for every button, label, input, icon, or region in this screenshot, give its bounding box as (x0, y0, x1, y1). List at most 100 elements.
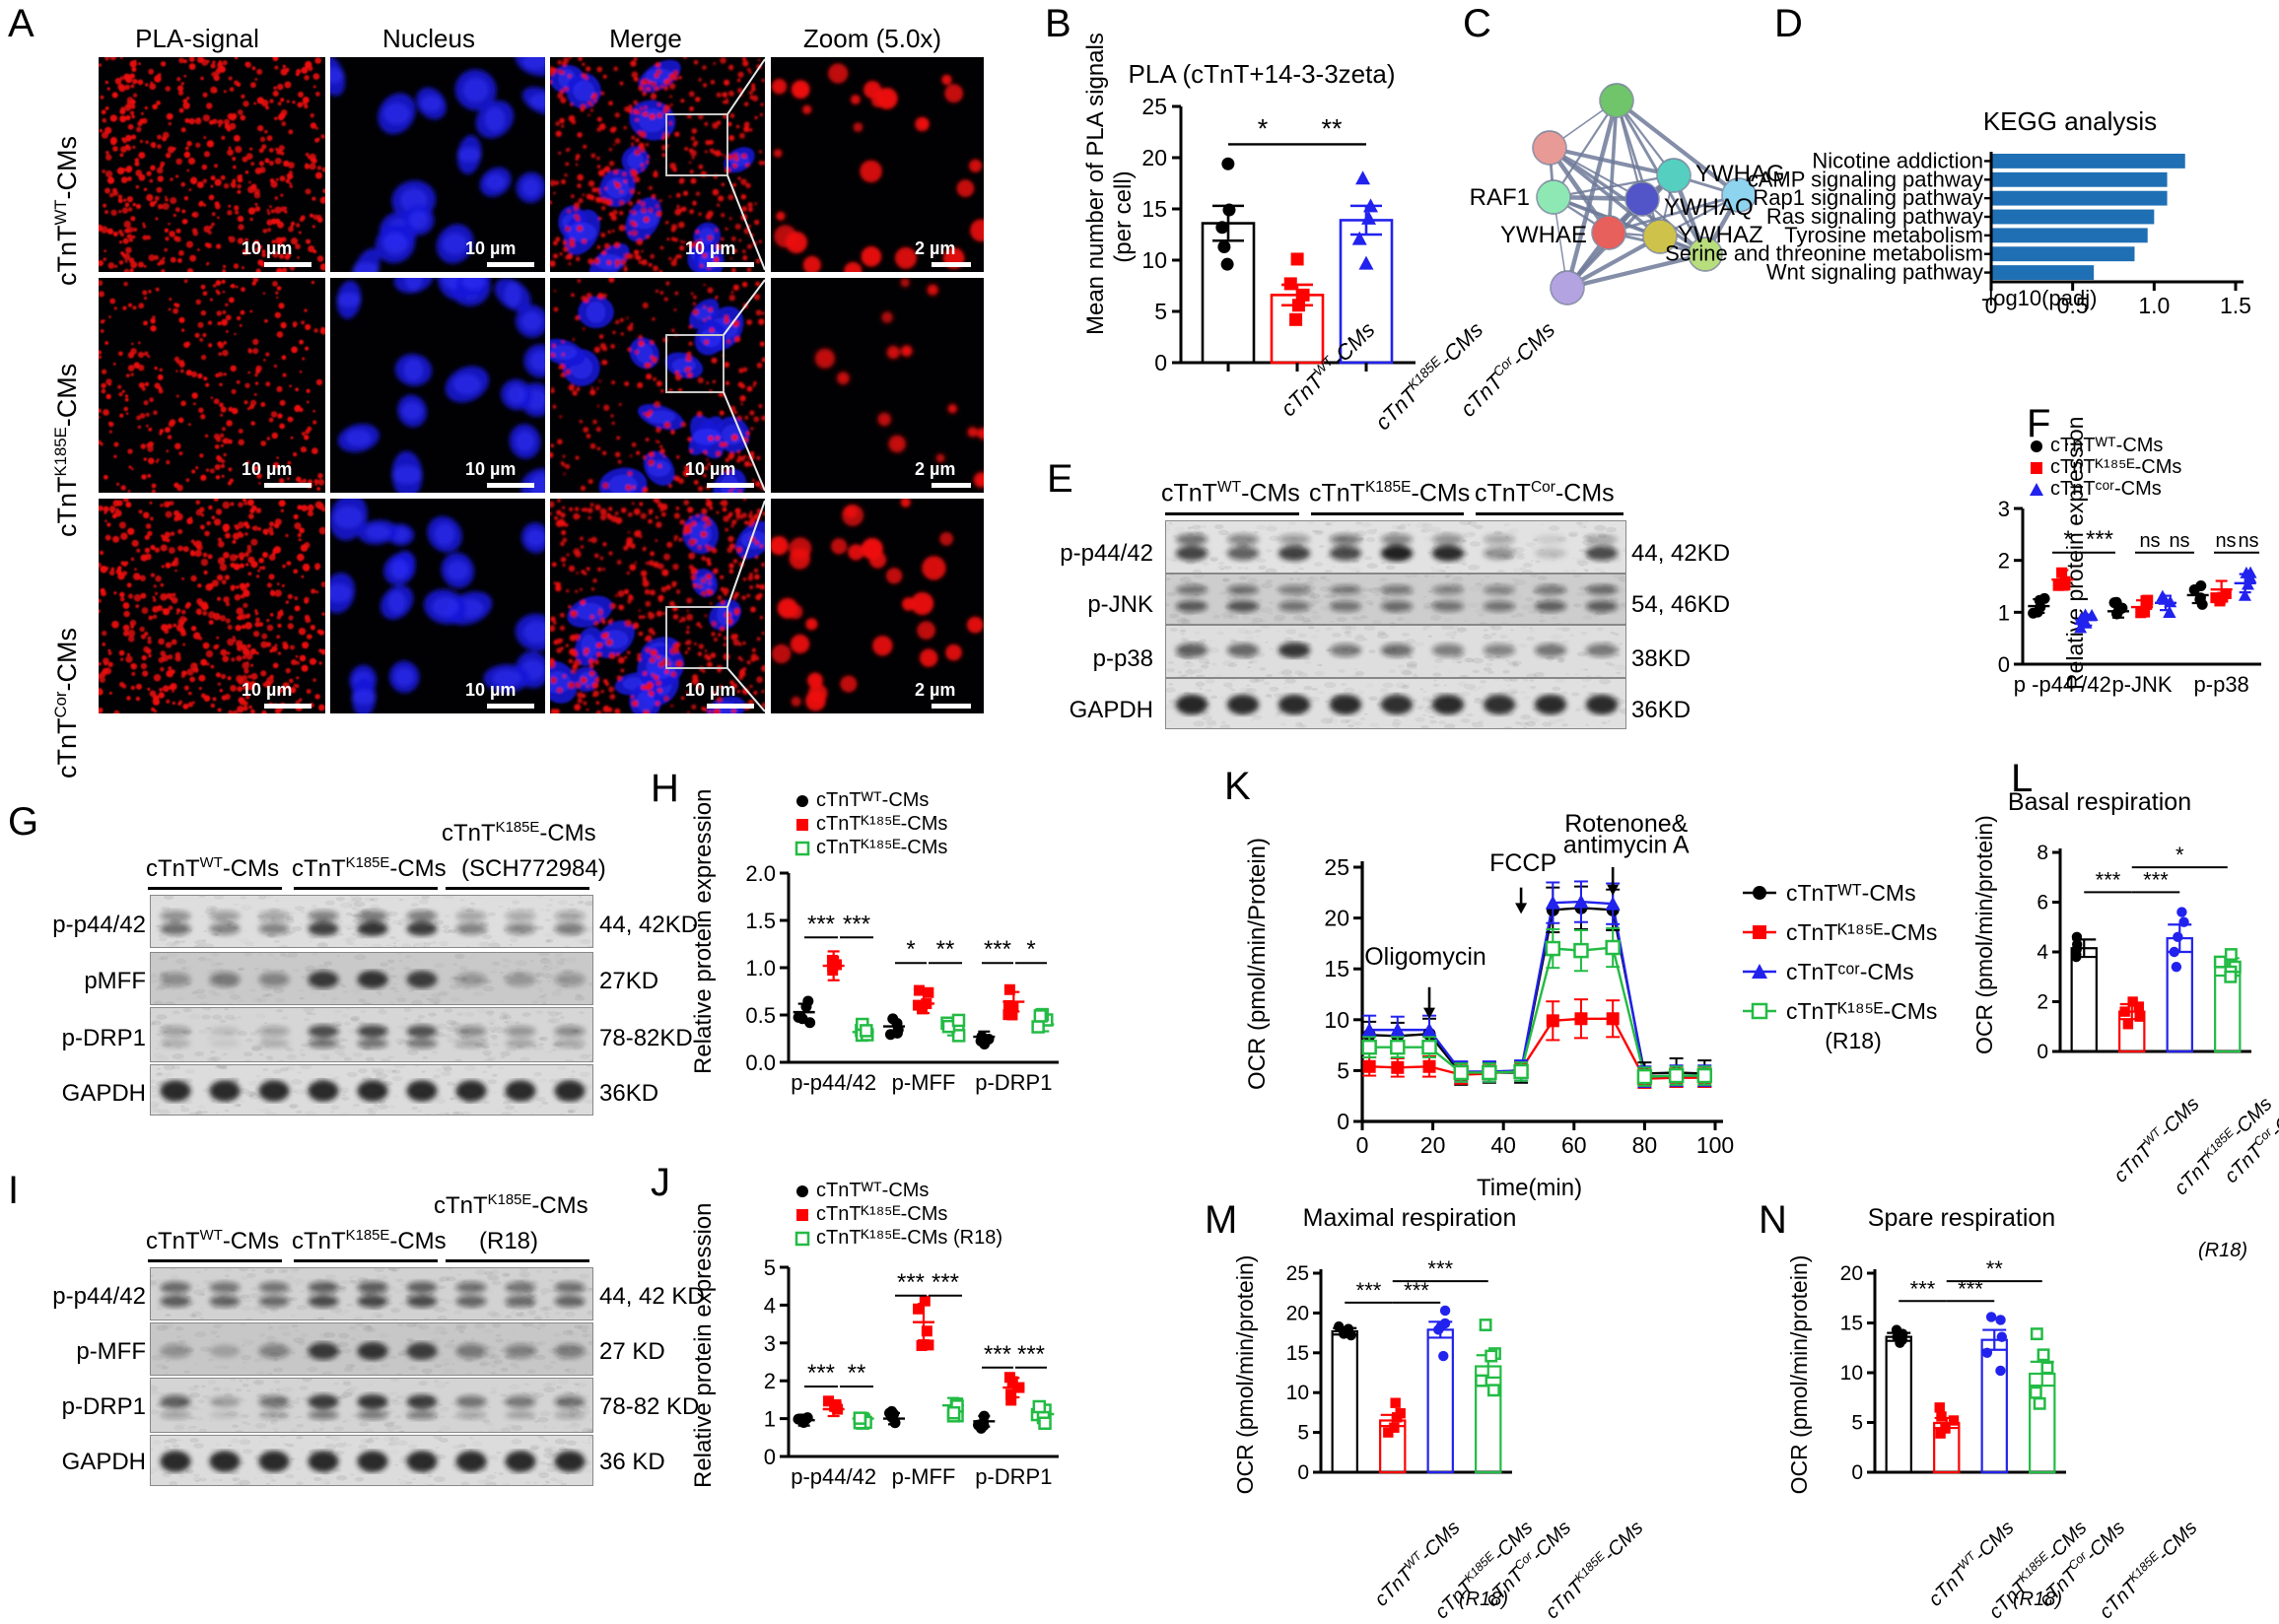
panel-i-label: I (8, 1169, 20, 1212)
panel-g-kd-label: 44, 42KD (599, 912, 699, 938)
scalebar (487, 704, 534, 709)
panel-i-row-label: p-DRP1 (61, 1393, 146, 1420)
panel-g-kd-label: 78-82KD (599, 1025, 693, 1051)
scalebar (487, 262, 534, 267)
blot-band-p-p4442 (150, 1267, 593, 1320)
svg-text:1.0: 1.0 (2138, 293, 2170, 318)
panel-i-row-label: GAPDH (61, 1449, 146, 1475)
panel-i-kd-label: 27 KD (599, 1338, 665, 1365)
panel-m-ylabel: OCR (pmol/min/protein) (1232, 1254, 1258, 1495)
panel-l-label: L (2011, 757, 2034, 800)
panel-g-row-label: GAPDH (61, 1080, 146, 1107)
micrograph-nucleus-cor (330, 499, 545, 713)
panel-a-col-header-pla: PLA-signal (135, 24, 259, 53)
panel-k-xlabel: Time(min) (1477, 1175, 1583, 1201)
panel-a-row-label-wt: cTnTWT-CMs (51, 135, 82, 286)
panel-a-row-label-cor: cTnTCor-CMs (51, 628, 82, 778)
panel-l-xtick-3-line2: (R18) (2198, 1240, 2248, 1261)
svg-text:*: * (1258, 113, 1269, 143)
panel-n-label: N (1759, 1198, 1787, 1242)
svg-text:YWHAZ: YWHAZ (1678, 222, 1763, 248)
blot-band-p-drp1 (150, 1007, 593, 1062)
svg-text:Tyrosine metabolism: Tyrosine metabolism (1784, 223, 1983, 247)
panel-i-group-wt: cTnTWT-CMs (146, 1228, 280, 1254)
scalebar (264, 483, 311, 488)
micrograph-pla-cor (99, 499, 325, 713)
scalebar (932, 704, 971, 709)
svg-text:1: 1 (1998, 600, 2010, 625)
panel-i-group-r18-line2: (R18) (479, 1228, 539, 1254)
blot-band-p-p38 (1165, 625, 1626, 678)
svg-text:***: *** (2086, 526, 2113, 553)
panel-i-kd-label: 44, 42 KD (599, 1283, 705, 1310)
panel-a-row-label-k185e: cTnTK185E-CMs (51, 363, 82, 537)
panel-e-kd-label: 36KD (1631, 697, 1692, 723)
scalebar (932, 262, 971, 267)
panel-g-group-wt: cTnTWT-CMs (146, 855, 280, 882)
svg-text:2: 2 (1998, 549, 2010, 574)
panel-i-group-underline (294, 1259, 438, 1262)
panel-e-label: E (1047, 457, 1073, 501)
scalebar (707, 262, 754, 267)
panel-i-row-label: p-MFF (76, 1338, 146, 1365)
svg-text:RAF1: RAF1 (1470, 184, 1530, 211)
micrograph-merge-cor (550, 499, 765, 713)
panel-m-title: Maximal respiration (1302, 1204, 1517, 1232)
scalebar-label: 10 µm (242, 459, 293, 479)
panel-a-col-header-zoom: Zoom (5.0x) (802, 24, 942, 53)
svg-text:0: 0 (1998, 652, 2010, 677)
panel-e-group-underline (1165, 512, 1299, 515)
panel-i-kd-label: 36 KD (599, 1449, 665, 1475)
svg-text:cAMP signaling pathway: cAMP signaling pathway (1748, 167, 1983, 191)
panel-e-group-underline (1476, 512, 1623, 515)
scalebar-label: 10 µm (685, 238, 736, 258)
micrograph-pla-k185e (99, 278, 325, 493)
svg-text:ns: ns (2169, 530, 2189, 552)
panel-k-label: K (1224, 765, 1251, 808)
panel-n-xtick-3-line2: (R18) (2013, 1589, 2063, 1610)
svg-text:0: 0 (1154, 350, 1167, 375)
panel-f-label: F (2027, 402, 2051, 445)
panel-i-kd-label: 78-82 KD (599, 1393, 700, 1420)
panel-g-group-underline (446, 887, 589, 890)
blot-band-gapdh (1165, 678, 1626, 729)
micrograph-nucleus-wt (330, 57, 545, 272)
scalebar-label: 10 µm (685, 459, 736, 479)
panel-i-group-r18-line1: cTnTK185E-CMs (434, 1192, 588, 1219)
panel-m-xtick-3-line2: (R18) (1459, 1589, 1509, 1610)
svg-text:Wnt signaling pathway: Wnt signaling pathway (1766, 260, 1983, 285)
scalebar (264, 262, 311, 267)
scalebar-label: 10 µm (685, 680, 736, 700)
panel-b-label: B (1045, 2, 1071, 45)
svg-text:ns: ns (2238, 530, 2258, 552)
panel-e-row-label: GAPDH (1069, 697, 1153, 723)
panel-h-ylabel: Relative protein expression (690, 788, 717, 1075)
svg-text:YWHAE: YWHAE (1500, 222, 1587, 248)
svg-text:Serine and threonine metabolis: Serine and threonine metabolism (1665, 241, 1983, 266)
svg-text:Rap1 signaling pathway: Rap1 signaling pathway (1753, 185, 1983, 210)
scalebar-label: 2 µm (915, 680, 956, 700)
panel-d-label: D (1774, 2, 1803, 45)
panel-j-label: J (651, 1161, 670, 1204)
panel-i-group-underline (148, 1259, 282, 1262)
panel-h-label: H (651, 767, 679, 810)
panel-e-kd-label: 54, 46KD (1631, 591, 1731, 618)
svg-text:ns: ns (2139, 530, 2160, 552)
svg-text:cTnTᴷ¹⁸⁵ᴱ-CMs: cTnTᴷ¹⁸⁵ᴱ-CMs (2050, 456, 2181, 478)
panel-g-group-underline (294, 887, 438, 890)
panel-a-col-header-nucleus: Nucleus (382, 24, 475, 53)
panel-m-label: M (1205, 1198, 1238, 1242)
panel-h-chart: 0.00.51.01.52.0p-p44/42 p-MFF p-DRP1*** ***… (745, 789, 1059, 1095)
scalebar-label: 10 µm (465, 459, 517, 479)
blot-band-pmff (150, 952, 593, 1005)
panel-a-label: A (8, 2, 35, 45)
blot-band-p-jnk (1165, 574, 1626, 625)
panel-c-label: C (1463, 2, 1491, 45)
svg-text:ns: ns (2215, 530, 2236, 552)
panel-g-label: G (8, 800, 39, 844)
